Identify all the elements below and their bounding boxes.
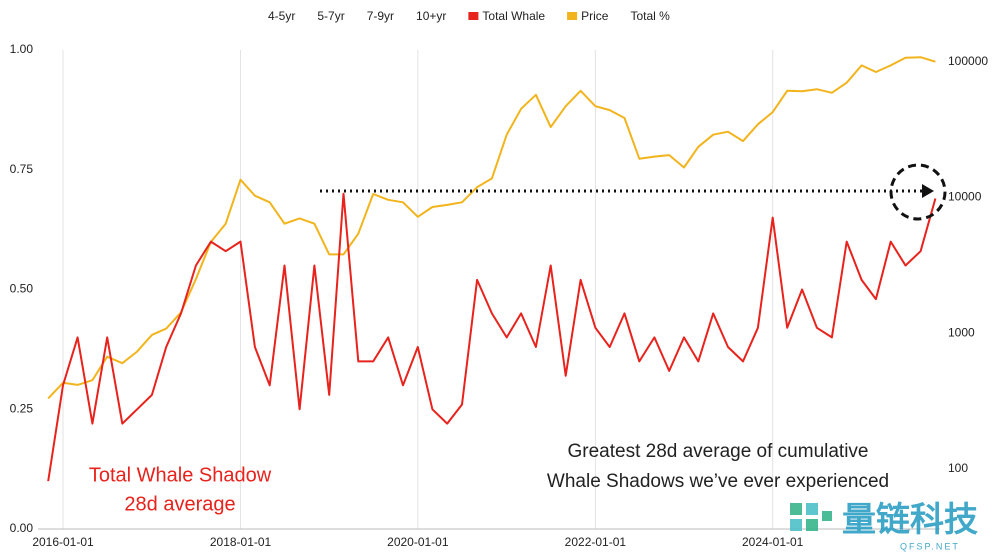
lines: [47, 56, 937, 482]
legend-label: 7-9yr: [367, 9, 394, 23]
grid: 2016-01-01 2018-01-01 2020-01-01 2022-01-01…: [10, 42, 989, 549]
watermark-icon: [806, 503, 818, 515]
annotation: 28d average: [124, 493, 235, 515]
x-tick-label: 2024-01-01: [742, 535, 804, 549]
legend-marker: [567, 12, 578, 20]
x-tick-label: 2020-01-01: [387, 535, 449, 549]
annotation: Greatest 28d average of cumulative: [567, 441, 868, 462]
watermark-url: QFSP.NET: [900, 541, 960, 551]
y-tick-label: 0.75: [10, 162, 34, 176]
y-tick-label: 0.25: [10, 401, 34, 415]
legend-marker: [468, 12, 479, 20]
legend-label: Price: [581, 9, 609, 23]
annotation: Total Whale Shadow: [89, 464, 272, 486]
y2-tick-label: 10000: [948, 190, 982, 204]
legend: 4-5yr 5-7yr 7-9yr 10+yr Total Whale Price Tota…: [268, 9, 670, 23]
arrow-head: [922, 184, 934, 198]
series-line: [47, 192, 937, 482]
legend-label: Total %: [630, 9, 670, 23]
x-tick-label: 2016-01-01: [32, 535, 94, 549]
legend-label: 5-7yr: [317, 9, 344, 23]
legend-label: 10+yr: [416, 9, 446, 23]
y2-tick-label: 100000: [948, 54, 988, 68]
watermark-icon: [822, 511, 832, 521]
watermark-icon: [790, 503, 802, 515]
x-tick-label: 2022-01-01: [565, 535, 627, 549]
annotation: Whale Shadows we’ve ever experienced: [547, 471, 889, 492]
watermark: 量链科技 QFSP.NET: [790, 501, 978, 551]
y2-tick-label: 1000: [948, 325, 975, 339]
series-line: [47, 56, 936, 400]
y-tick-label: 1.00: [10, 42, 34, 56]
legend-label: Total Whale: [482, 9, 545, 23]
y2-tick-label: 100: [948, 461, 968, 475]
x-tick-label: 2018-01-01: [210, 535, 272, 549]
y-tick-label: 0.00: [10, 521, 34, 535]
y-tick-label: 0.50: [10, 282, 34, 296]
watermark-icon: [806, 519, 818, 531]
highlight-circle: [889, 163, 947, 221]
watermark-text: 量链科技: [842, 501, 978, 539]
watermark-icon: [790, 519, 802, 531]
legend-label: 4-5yr: [268, 9, 295, 23]
